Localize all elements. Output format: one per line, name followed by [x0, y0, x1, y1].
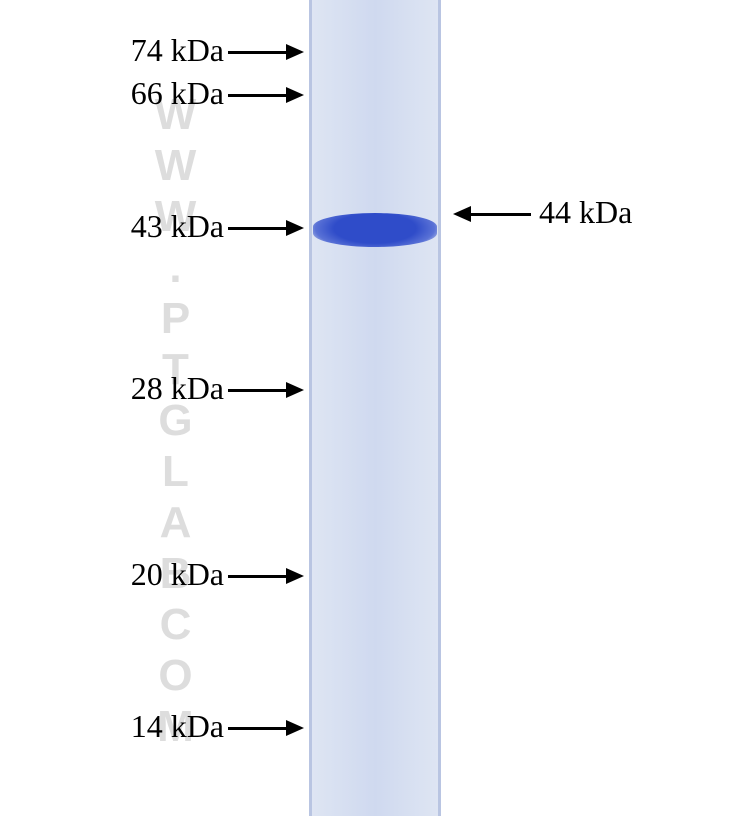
gel-figure: WWW.PTGLABCOM 74 kDa 66 kDa 43 kDa 28 kDa 20…	[0, 0, 740, 816]
ladder-label: 66 kDa	[131, 75, 224, 112]
gel-lane	[309, 0, 441, 816]
ladder-arrow-head	[286, 44, 304, 60]
ladder-arrow-head	[286, 220, 304, 236]
ladder-arrow-head	[286, 720, 304, 736]
ladder-arrow-line	[228, 51, 288, 54]
target-label: 44 kDa	[539, 194, 632, 231]
ladder-label: 14 kDa	[131, 708, 224, 745]
target-arrow-head	[453, 206, 471, 222]
ladder-label: 28 kDa	[131, 370, 224, 407]
ladder-label: 74 kDa	[131, 32, 224, 69]
ladder-arrow-head	[286, 382, 304, 398]
ladder-label: 20 kDa	[131, 556, 224, 593]
ladder-arrow-head	[286, 568, 304, 584]
detected-protein-band	[313, 213, 437, 247]
ladder-arrow-line	[228, 727, 288, 730]
ladder-arrow-line	[228, 575, 288, 578]
watermark-text: WWW.PTGLABCOM	[150, 90, 200, 780]
target-arrow-line	[471, 213, 531, 216]
ladder-arrow-head	[286, 87, 304, 103]
ladder-arrow-line	[228, 227, 288, 230]
ladder-arrow-line	[228, 389, 288, 392]
ladder-arrow-line	[228, 94, 288, 97]
ladder-label: 43 kDa	[131, 208, 224, 245]
